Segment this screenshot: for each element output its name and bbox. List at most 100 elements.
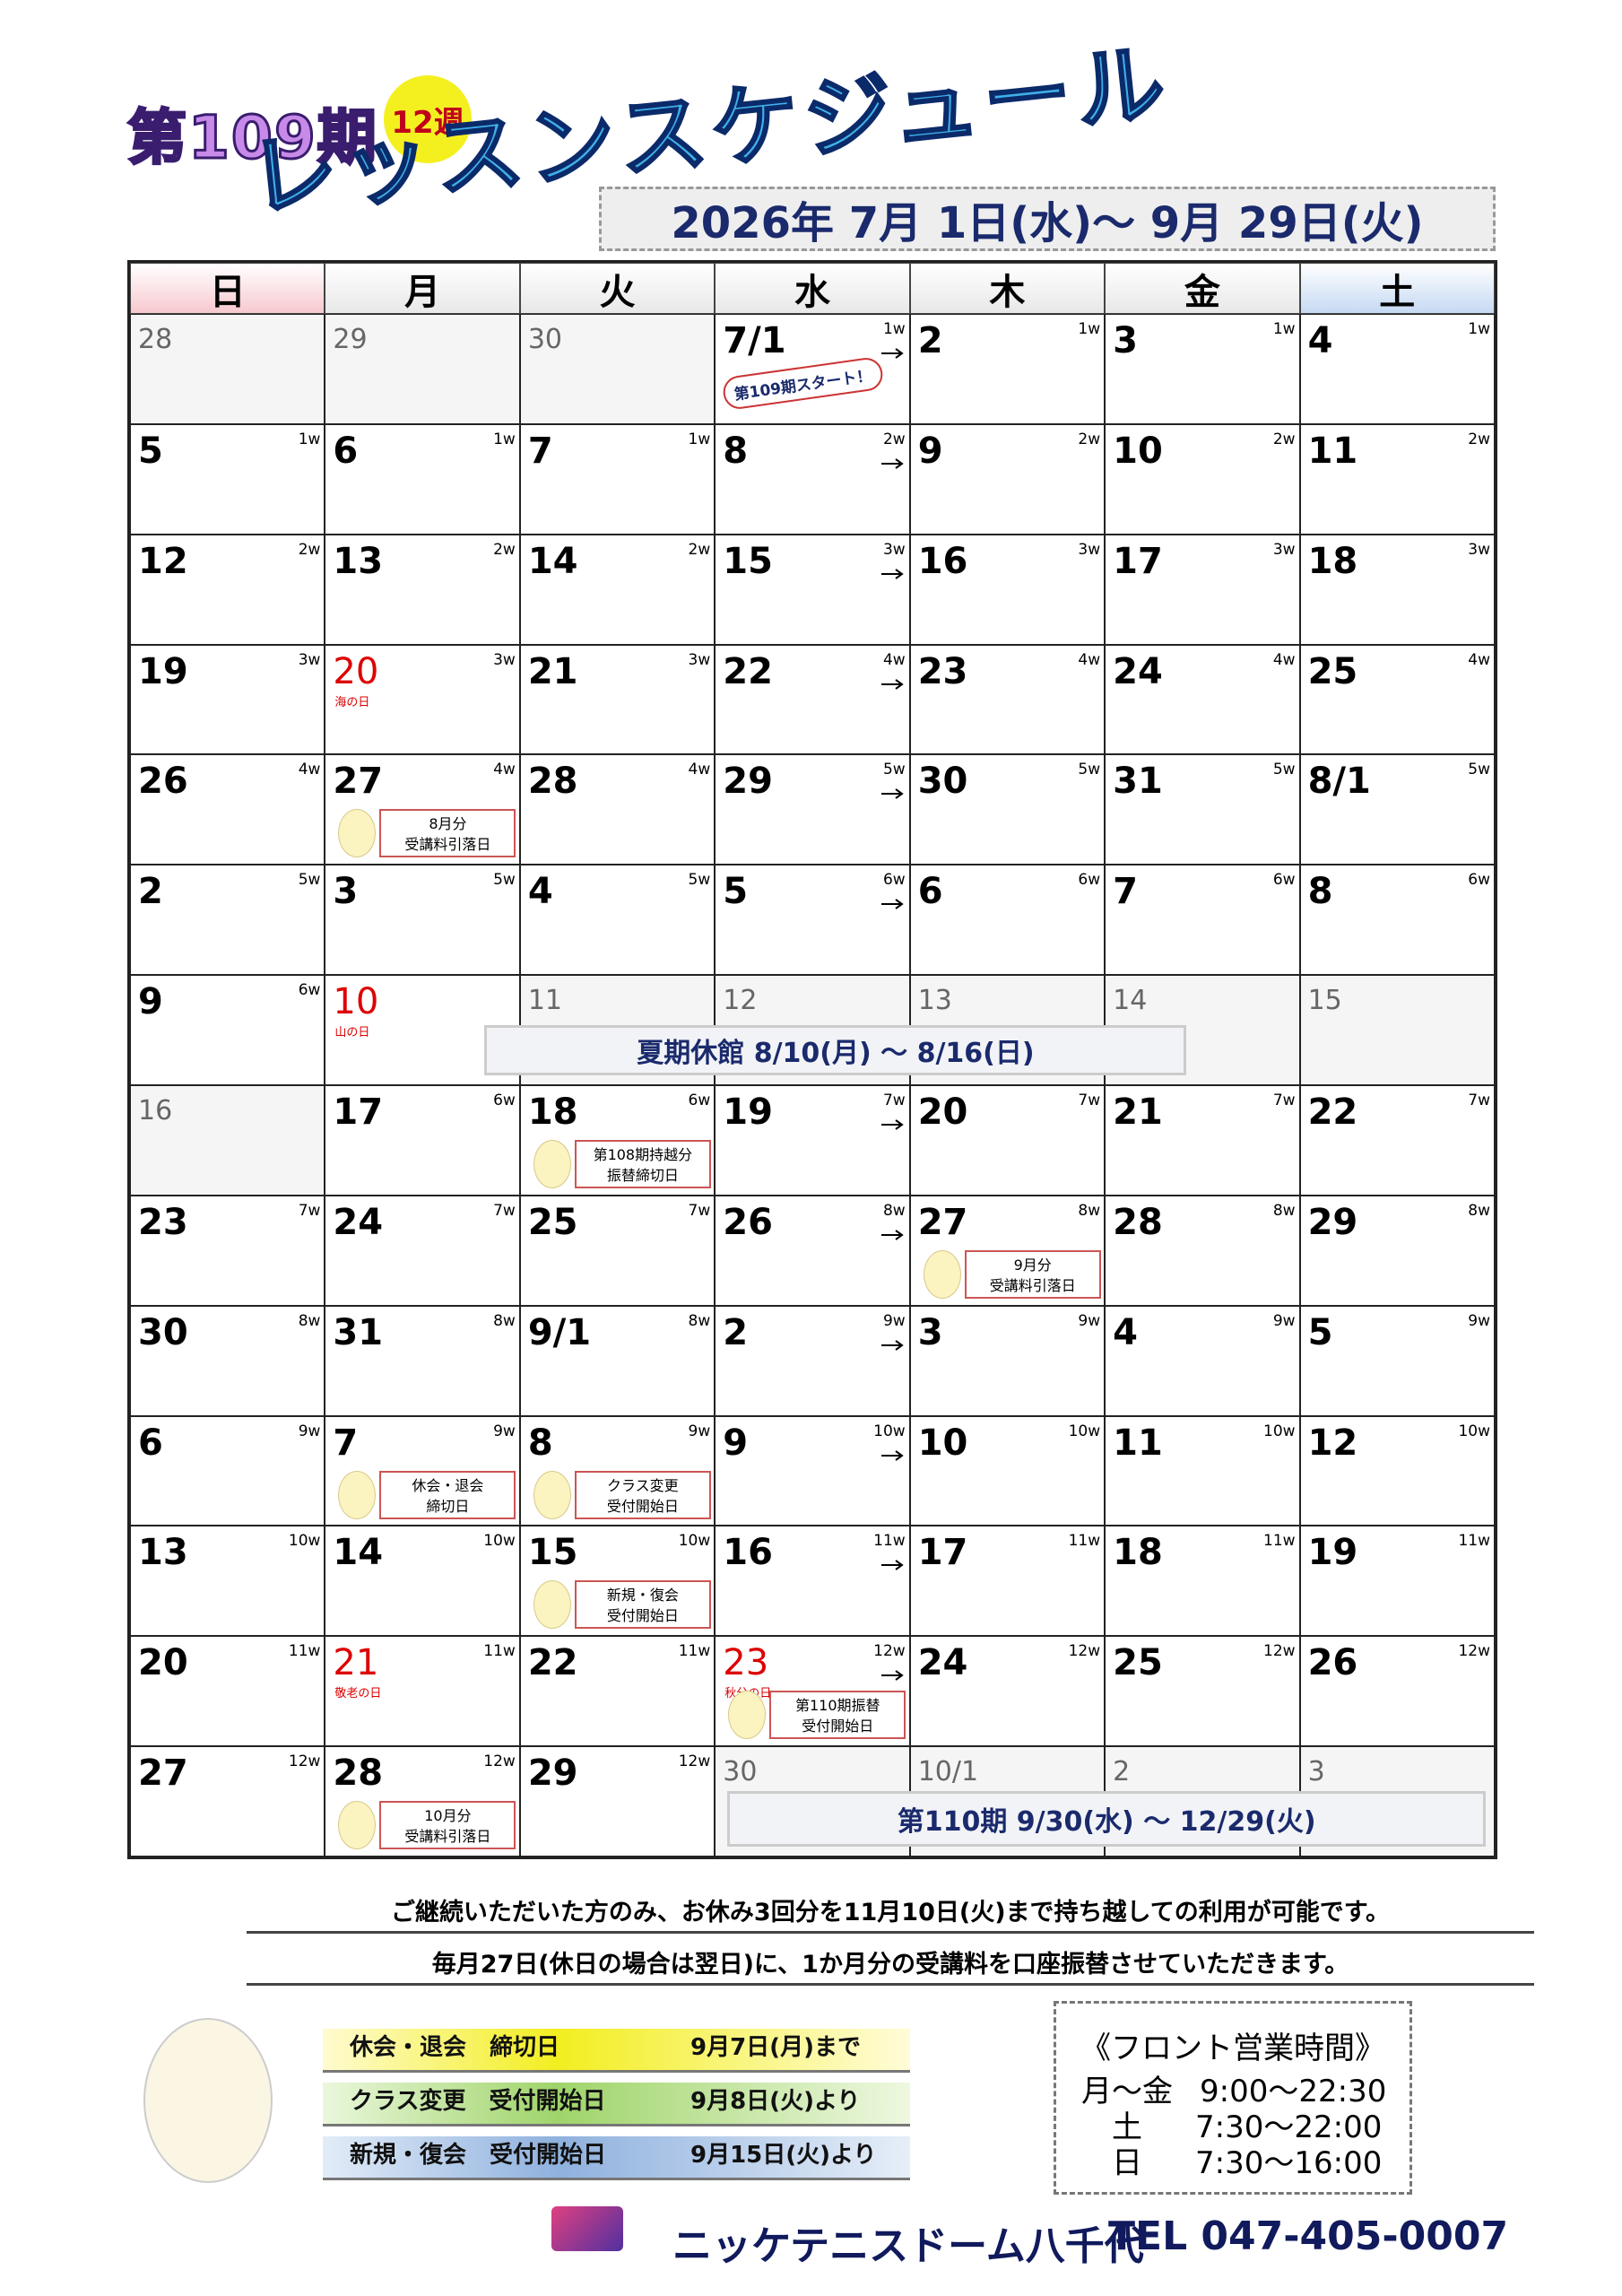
deadline-label: クラス変更 受付開始日 bbox=[350, 2088, 606, 2115]
week-label: 1w bbox=[882, 320, 906, 338]
day-number: 2 bbox=[917, 320, 943, 361]
arrow bbox=[880, 1560, 904, 1571]
day-cell: 6 1w bbox=[325, 423, 520, 535]
day-number: 21 bbox=[333, 1642, 379, 1684]
calendar: 日月火水木金土 28 29 30 7/1 1w 第109期スタート！ 2 1w 3 1w 4 1w 5 1w… bbox=[127, 260, 1497, 1859]
day-cell: 29 12w bbox=[519, 1746, 716, 1857]
banner: 夏期休館 8/10(月) ～ 8/16(日) bbox=[484, 1025, 1187, 1076]
week-label: 3w bbox=[1078, 540, 1101, 559]
arrow bbox=[880, 348, 904, 359]
day-number: 31 bbox=[333, 1311, 384, 1353]
day-cell: 3 9w bbox=[909, 1305, 1106, 1416]
day-number: 26 bbox=[138, 761, 188, 803]
note: 10月分 受講料引落日 bbox=[379, 1801, 516, 1850]
day-cell: 5 1w bbox=[130, 423, 325, 535]
day-number: 14 bbox=[333, 1532, 384, 1574]
note-line: 受付開始日 bbox=[606, 1607, 679, 1625]
week-label: 7w bbox=[882, 1091, 906, 1109]
week-label: 5w bbox=[882, 761, 906, 779]
day-number: 19 bbox=[723, 1091, 773, 1133]
mascot-icon bbox=[923, 1249, 961, 1299]
day-number: 12 bbox=[138, 540, 188, 582]
week-label: 5w bbox=[298, 871, 321, 890]
day-cell: 19 3w bbox=[130, 644, 325, 755]
note-line: 8月分 bbox=[429, 815, 467, 833]
week-label: 6w bbox=[688, 1091, 711, 1109]
day-cell: 14 2w bbox=[519, 534, 716, 645]
day-cell: 5 6w bbox=[715, 865, 910, 976]
day-cell: 7 6w bbox=[1105, 865, 1300, 976]
day-number: 16 bbox=[917, 540, 968, 582]
day-number: 29 bbox=[723, 761, 773, 803]
mascot-icon bbox=[533, 1140, 571, 1188]
day-number: 24 bbox=[917, 1642, 968, 1684]
day-cell: 5 9w bbox=[1299, 1305, 1495, 1416]
notice: 毎月27日(休日の場合は翌日)に、1か月分の受講料を口座振替させていただきます。 bbox=[247, 1944, 1534, 1986]
weekday-header: 月 bbox=[325, 263, 520, 314]
day-number: 20 bbox=[333, 650, 379, 692]
day-cell: 21 7w bbox=[1105, 1085, 1300, 1196]
week-label: 8w bbox=[1078, 1201, 1101, 1220]
note-line: 受付開始日 bbox=[802, 1718, 874, 1735]
deadline-row: 新規・復会 受付開始日 9月15日(火)より bbox=[323, 2136, 910, 2180]
deadline-date: 9月7日(月)まで bbox=[690, 2034, 861, 2061]
deadline-row: クラス変更 受付開始日 9月8日(火)より bbox=[323, 2083, 910, 2126]
week-label: 1w bbox=[493, 430, 516, 448]
week-label: 12w bbox=[1263, 1642, 1296, 1661]
day-cell: 8/1 5w bbox=[1299, 754, 1495, 865]
day-number: 10 bbox=[1113, 430, 1163, 472]
day-number: 5 bbox=[1307, 1311, 1333, 1353]
week-label: 6w bbox=[493, 1091, 516, 1109]
week-label: 1w bbox=[1272, 320, 1296, 338]
day-cell: 13 2w bbox=[325, 534, 520, 645]
day-cell: 22 7w bbox=[1299, 1085, 1495, 1196]
week-label: 12w bbox=[873, 1642, 906, 1661]
week-label: 3w bbox=[1272, 540, 1296, 559]
day-cell: 15 10w 新規・復会 受付開始日 bbox=[519, 1526, 716, 1637]
day-number: 22 bbox=[723, 650, 773, 692]
week-label: 4w bbox=[1078, 650, 1101, 669]
day-number: 3 bbox=[1307, 1756, 1325, 1788]
day-number: 13 bbox=[333, 540, 384, 582]
week-label: 12w bbox=[1068, 1642, 1101, 1661]
day-cell: 26 8w bbox=[715, 1195, 910, 1306]
day-cell: 12 10w bbox=[1299, 1415, 1495, 1526]
week-label: 10w bbox=[873, 1422, 906, 1440]
day-number: 2 bbox=[723, 1311, 749, 1353]
day-number: 28 bbox=[138, 324, 173, 355]
day-number: 12 bbox=[723, 985, 758, 1017]
day-number: 9 bbox=[138, 981, 163, 1023]
arrow bbox=[880, 1339, 904, 1351]
week-label: 10w bbox=[288, 1532, 321, 1551]
day-cell: 23 7w bbox=[130, 1195, 325, 1306]
weekday-header: 木 bbox=[909, 263, 1106, 314]
day-number: 3 bbox=[333, 871, 359, 913]
mascot-icon bbox=[533, 1580, 571, 1630]
day-cell: 10 10w bbox=[909, 1415, 1106, 1526]
day-cell: 29 bbox=[325, 314, 520, 424]
day-cell: 8 6w bbox=[1299, 865, 1495, 976]
day-number: 8 bbox=[1307, 871, 1333, 913]
week-label: 8w bbox=[882, 1201, 906, 1220]
day-cell: 9/1 8w bbox=[519, 1305, 716, 1416]
day-number: 10 bbox=[333, 981, 379, 1023]
mascot-icon bbox=[338, 809, 377, 858]
day-cell: 27 4w 8月分 受講料引落日 bbox=[325, 754, 520, 865]
day-cell: 27 12w bbox=[130, 1746, 325, 1857]
week-label: 8w bbox=[298, 1311, 321, 1330]
week-label: 9w bbox=[298, 1422, 321, 1440]
week-label: 11w bbox=[873, 1532, 906, 1551]
day-number: 18 bbox=[1113, 1532, 1163, 1574]
day-number: 30 bbox=[138, 1311, 188, 1353]
hours-time: 7:30～22:00 bbox=[1195, 2109, 1383, 2145]
day-number: 12 bbox=[1307, 1422, 1358, 1464]
note-line: 9月分 bbox=[1013, 1256, 1052, 1274]
week-label: 8w bbox=[1468, 1201, 1490, 1220]
week-label: 10w bbox=[1458, 1422, 1490, 1440]
day-cell: 18 3w bbox=[1299, 534, 1495, 645]
day-number: 28 bbox=[527, 761, 578, 803]
day-cell: 26 4w bbox=[130, 754, 325, 865]
day-number: 30 bbox=[917, 761, 968, 803]
day-cell: 17 11w bbox=[909, 1526, 1106, 1637]
